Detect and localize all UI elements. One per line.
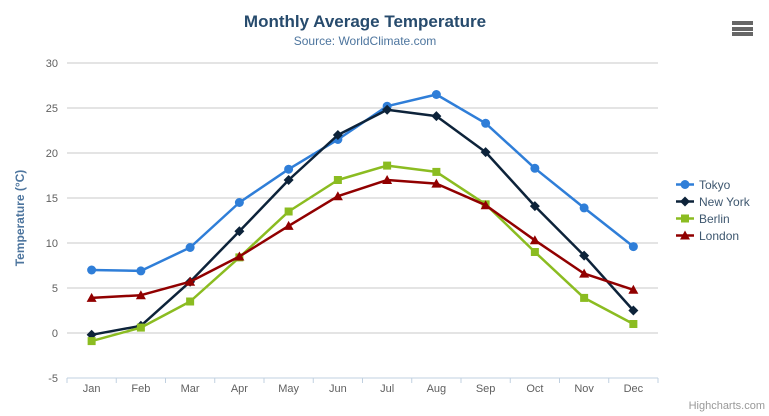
x-axis-label: Feb	[131, 383, 150, 395]
data-point-london-may[interactable]	[283, 220, 294, 230]
x-axis-label: Jul	[380, 383, 394, 395]
data-point-tokyo-dec[interactable]	[628, 242, 638, 252]
data-point-tokyo-may[interactable]	[284, 164, 294, 174]
series-line-tokyo	[90, 93, 635, 273]
data-point-tokyo-nov[interactable]	[579, 203, 589, 213]
data-point-london-dec[interactable]	[628, 284, 639, 294]
hamburger-menu-icon	[732, 21, 753, 25]
data-point-berlin-oct[interactable]	[530, 248, 539, 256]
legend-label-new-york: New York	[699, 194, 750, 209]
series-new-york	[86, 104, 639, 340]
x-axis-label: Apr	[231, 383, 248, 395]
x-axis-label: Sep	[476, 383, 496, 395]
data-point-berlin-jul[interactable]	[383, 161, 392, 170]
legend-marker-tokyo-icon	[676, 180, 694, 189]
y-axis-label: 20	[46, 148, 58, 160]
data-point-london-feb[interactable]	[135, 290, 146, 300]
data-point-berlin-nov[interactable]	[580, 293, 589, 302]
legend-item-london[interactable]: London	[676, 227, 750, 244]
data-point-new-york-jun[interactable]	[332, 130, 343, 140]
y-axis-label: 10	[46, 238, 58, 250]
data-point-tokyo-sep[interactable]	[481, 118, 491, 128]
legend-item-new-york[interactable]: New York	[676, 193, 750, 210]
data-point-tokyo-oct[interactable]	[530, 163, 540, 173]
data-point-london-aug[interactable]	[431, 178, 442, 188]
y-axis-label: 15	[46, 193, 58, 205]
data-point-new-york-oct[interactable]	[529, 201, 540, 212]
data-point-tokyo-apr[interactable]	[234, 198, 244, 207]
x-axis-label: Jan	[83, 383, 101, 395]
data-point-london-jun[interactable]	[332, 191, 343, 201]
series-line-new-york	[90, 108, 635, 337]
data-point-london-mar[interactable]	[185, 276, 196, 286]
data-point-tokyo-feb[interactable]	[136, 266, 146, 276]
data-point-new-york-apr[interactable]	[234, 226, 245, 237]
data-point-berlin-jun[interactable]	[333, 176, 342, 184]
legend-item-tokyo[interactable]: Tokyo	[676, 176, 750, 193]
x-axis-label: May	[278, 383, 299, 395]
data-point-berlin-mar[interactable]	[186, 297, 195, 306]
data-point-berlin-jan[interactable]	[87, 337, 96, 346]
y-axis-label: 0	[52, 328, 58, 340]
credits-link[interactable]: Highcharts.com	[688, 400, 765, 412]
data-point-new-york-may[interactable]	[283, 175, 294, 185]
data-point-berlin-aug[interactable]	[432, 167, 441, 176]
legend-item-berlin[interactable]: Berlin	[676, 210, 750, 227]
legend: Tokyo New York Berlin London	[676, 176, 750, 244]
data-point-london-sep[interactable]	[480, 200, 491, 210]
y-axis-label: -5	[48, 373, 58, 385]
legend-label-london: London	[699, 228, 740, 243]
data-point-tokyo-aug[interactable]	[431, 90, 441, 99]
data-point-new-york-jul[interactable]	[382, 104, 393, 115]
data-point-tokyo-mar[interactable]	[185, 243, 195, 252]
hamburger-menu-icon	[732, 32, 753, 36]
y-axis-title: Temperature (°C)	[13, 169, 27, 267]
data-point-new-york-aug[interactable]	[431, 111, 442, 122]
data-point-berlin-may[interactable]	[284, 207, 293, 216]
x-axis-label: Oct	[526, 383, 543, 395]
chart-title: Monthly Average Temperature	[243, 12, 487, 31]
data-point-new-york-nov[interactable]	[579, 250, 590, 261]
series-line-london	[90, 178, 635, 300]
data-point-london-jul[interactable]	[382, 175, 393, 184]
x-axis-label: Mar	[181, 383, 200, 395]
data-point-berlin-feb[interactable]	[136, 323, 145, 332]
legend-marker-berlin-icon	[676, 214, 694, 223]
legend-marker-new-york-icon	[676, 196, 694, 207]
data-point-tokyo-jan[interactable]	[87, 265, 97, 275]
x-axis-label: Nov	[574, 383, 594, 395]
data-point-london-oct[interactable]	[529, 235, 540, 245]
legend-label-berlin: Berlin	[699, 211, 730, 226]
chart-subtitle: Source: WorldClimate.com	[293, 34, 437, 48]
data-point-london-nov[interactable]	[579, 268, 590, 278]
x-axis-label: Jun	[329, 383, 347, 395]
legend-label-tokyo: Tokyo	[699, 177, 731, 192]
data-point-london-apr[interactable]	[234, 251, 245, 261]
data-point-berlin-dec[interactable]	[629, 320, 638, 328]
data-point-london-jan[interactable]	[86, 292, 97, 302]
data-point-new-york-dec[interactable]	[628, 305, 639, 316]
x-axis-label: Aug	[427, 383, 447, 395]
series-line-berlin	[90, 164, 635, 343]
series-london	[86, 175, 639, 302]
y-axis-label: 5	[52, 283, 58, 295]
y-axis-label: 30	[46, 58, 58, 70]
x-axis-label: Dec	[624, 383, 644, 395]
legend-marker-london-icon	[676, 230, 694, 240]
hamburger-menu-icon	[732, 26, 753, 31]
export-menu-button[interactable]	[732, 21, 754, 36]
y-axis-label: 25	[46, 103, 58, 115]
series-tokyo	[87, 90, 638, 276]
data-point-new-york-sep[interactable]	[480, 147, 491, 158]
